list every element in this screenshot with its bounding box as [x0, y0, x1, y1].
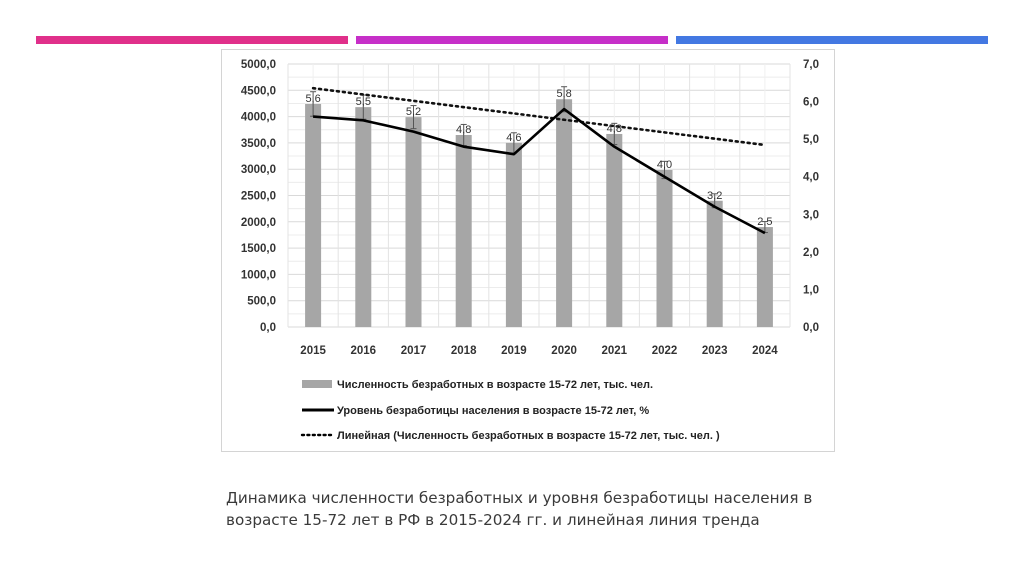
- legend: Численность безработных в возрасте 15-72…: [300, 379, 720, 442]
- x-axis: 2015 2016 2017 2018 2019 2020 2021 2022 2023 2024: [300, 345, 778, 357]
- bar-2023: [706, 200, 723, 327]
- bar-2017: [405, 117, 422, 327]
- data-label-2022: 4,0: [657, 159, 672, 171]
- x-tick-label: 2017: [401, 345, 427, 357]
- data-label-2016: 5,5: [356, 96, 371, 108]
- bar-2020: [556, 99, 573, 327]
- legend-label: Линейная (Численность безработных в возр…: [337, 430, 720, 442]
- x-tick-label: 2020: [551, 345, 577, 357]
- legend-item-trend: Линейная (Численность безработных в возр…: [300, 430, 720, 442]
- bar-2024: [756, 227, 773, 327]
- error-bar-2017: [410, 105, 417, 130]
- data-label-2023: 3,2: [707, 190, 722, 202]
- right-tick-label: 2,0: [803, 247, 819, 259]
- right-tick-label: 4,0: [803, 172, 819, 184]
- left-tick-label: 5000,0: [241, 59, 276, 71]
- legend-label: Уровень безработицы населения в возрасте…: [337, 405, 649, 417]
- left-tick-label: 4500,0: [241, 85, 276, 97]
- data-label-2024: 2,5: [757, 216, 772, 228]
- left-tick-label: 3500,0: [241, 138, 276, 150]
- x-tick-label: 2023: [702, 345, 728, 357]
- data-label-2017: 5,2: [406, 106, 421, 118]
- left-tick-label: 2500,0: [241, 191, 276, 203]
- decor-stripe-pink: [36, 36, 348, 44]
- decor-stripe-blue: [676, 36, 988, 44]
- right-tick-label: 0,0: [803, 322, 819, 334]
- caption-line-1: Динамика численности безработных и уровн…: [226, 489, 813, 507]
- x-tick-label: 2019: [501, 345, 527, 357]
- bar-2022: [656, 169, 673, 327]
- data-labels: 5,6 5,5 5,2 4,8 4,6 5,8 4,8 4,0 3,2 2,5: [305, 88, 772, 228]
- trendline-path: [311, 86, 767, 147]
- legend-swatch-bar: [302, 380, 332, 388]
- right-tick-label: 7,0: [803, 59, 819, 71]
- decor-stripe-magenta: [356, 36, 668, 44]
- x-tick-label: 2018: [451, 345, 477, 357]
- right-tick-label: 6,0: [803, 97, 819, 109]
- left-axis: 0,0 500,0 1000,0 1500,0 2000,0 2500,0 3000,0 35…: [241, 59, 276, 334]
- left-tick-label: 3000,0: [241, 164, 276, 176]
- bar-2015: [305, 103, 322, 327]
- data-label-2018: 4,8: [456, 124, 471, 136]
- right-tick-label: 5,0: [803, 134, 819, 146]
- legend-item-bars: Численность безработных в возрасте 15-72…: [302, 379, 653, 391]
- data-label-2020: 5,8: [556, 88, 571, 100]
- bar-2019: [505, 142, 522, 327]
- x-tick-label: 2015: [300, 345, 326, 357]
- right-tick-label: 3,0: [803, 209, 819, 221]
- right-tick-label: 1,0: [803, 284, 819, 296]
- x-tick-label: 2016: [351, 345, 377, 357]
- bar-2021: [606, 133, 623, 327]
- legend-label: Численность безработных в возрасте 15-72…: [337, 379, 653, 391]
- data-label-2015: 5,6: [305, 93, 320, 105]
- x-tick-label: 2021: [602, 345, 628, 357]
- left-tick-label: 4000,0: [241, 112, 276, 124]
- data-label-2019: 4,6: [506, 132, 521, 144]
- left-tick-label: 500,0: [247, 296, 276, 308]
- bars: [305, 99, 773, 327]
- data-label-2021: 4,8: [607, 123, 622, 135]
- legend-item-line: Уровень безработицы населения в возрасте…: [302, 405, 649, 417]
- left-tick-label: 1000,0: [241, 269, 276, 281]
- trendline: [311, 86, 767, 147]
- left-tick-label: 2000,0: [241, 217, 276, 229]
- bar-2018: [455, 135, 472, 327]
- caption-line-2: возрасте 15-72 лет в РФ в 2015-2024 гг. …: [226, 511, 760, 529]
- bar-2016: [355, 107, 372, 327]
- figure-caption: Динамика численности безработных и уровн…: [226, 487, 846, 531]
- left-tick-label: 0,0: [260, 322, 276, 334]
- rate-line-path: [313, 107, 766, 235]
- left-tick-label: 1500,0: [241, 243, 276, 255]
- x-tick-label: 2022: [652, 345, 678, 357]
- rate-line: [313, 107, 766, 235]
- x-tick-label: 2024: [752, 345, 778, 357]
- right-axis: 0,0 1,0 2,0 3,0 4,0 5,0 6,0 7,0: [803, 59, 819, 334]
